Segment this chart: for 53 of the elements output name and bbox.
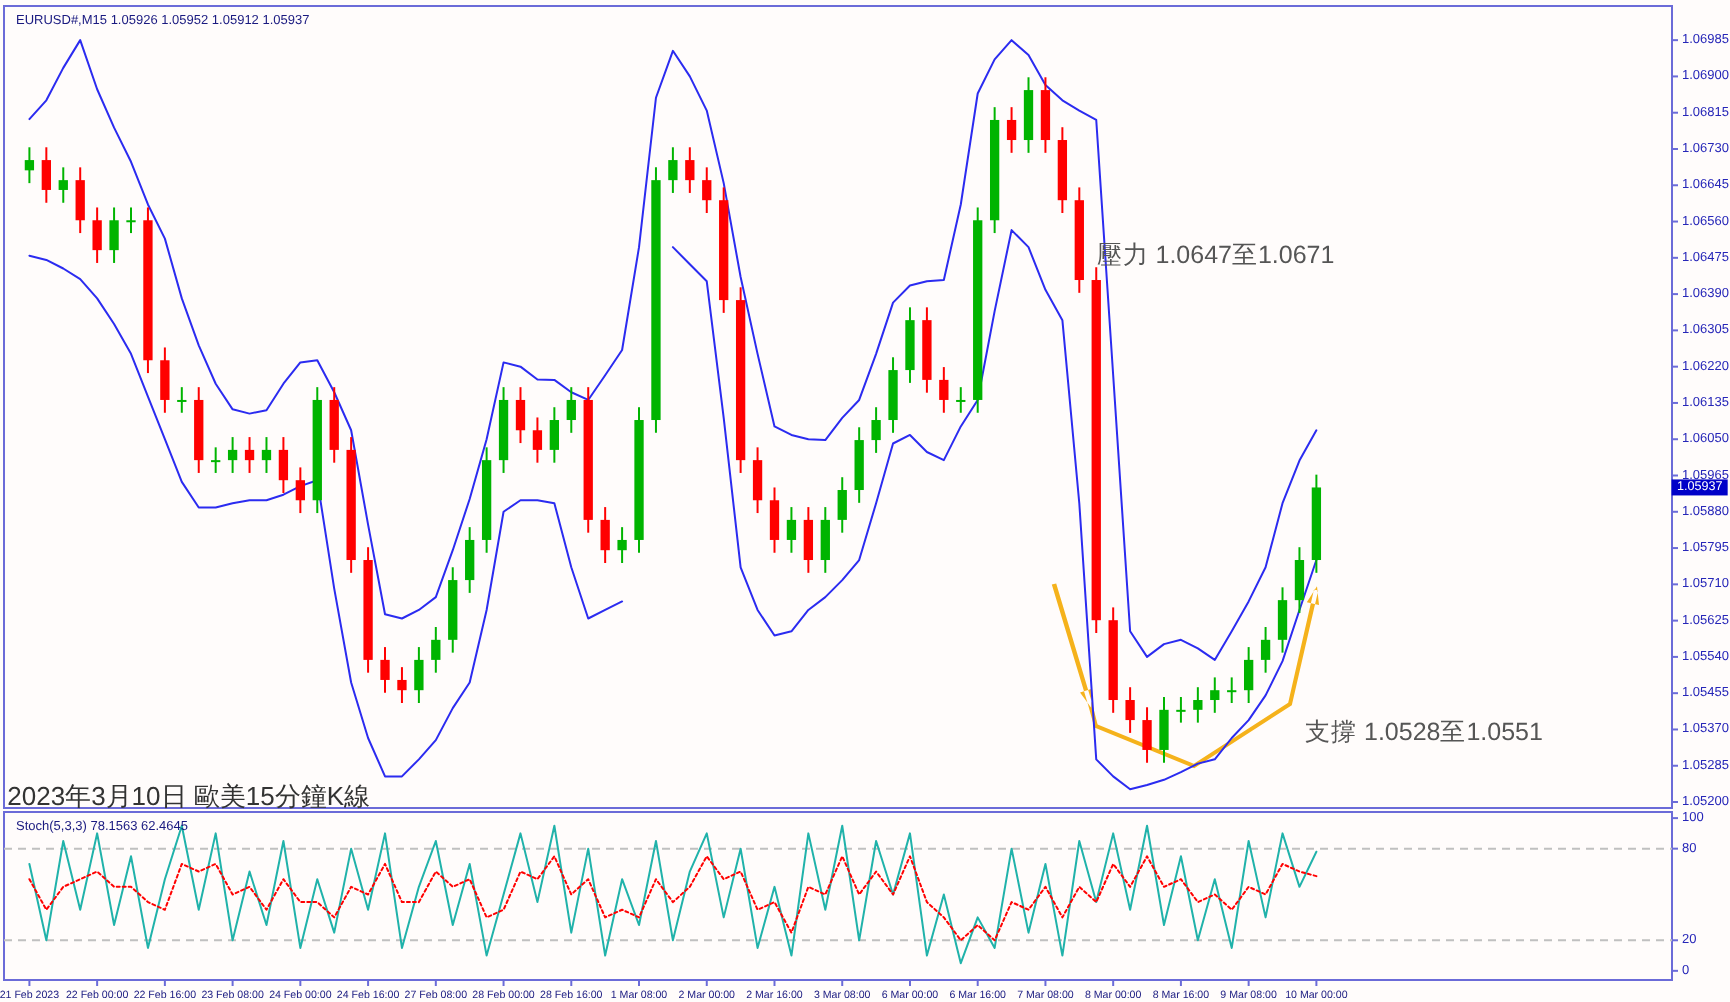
candlestick	[617, 526, 627, 564]
candlestick	[75, 166, 85, 235]
candlestick	[126, 206, 136, 235]
candlestick	[160, 346, 170, 414]
candlestick	[414, 646, 424, 704]
candlestick	[820, 506, 830, 574]
candlestick	[803, 506, 814, 574]
candlestick	[1227, 676, 1237, 704]
candlestick	[278, 436, 289, 494]
candlestick	[702, 166, 712, 215]
candlestick	[600, 506, 610, 564]
candlestick	[92, 206, 102, 264]
candlestick	[1125, 686, 1135, 734]
annotation: 支撐 1.0528至1.0551	[1305, 717, 1544, 746]
candlestick	[769, 486, 780, 554]
candlestick	[109, 206, 119, 264]
candlestick	[956, 386, 966, 414]
candlestick	[227, 436, 238, 474]
candlestick	[837, 476, 847, 534]
candlestick	[786, 506, 797, 554]
candlestick	[1142, 706, 1152, 764]
candlestick	[211, 446, 221, 474]
candlestick	[532, 416, 543, 464]
line-series	[28, 855, 1318, 942]
candlestick	[41, 146, 51, 204]
candlestick	[24, 146, 35, 185]
candlestick	[1260, 626, 1271, 674]
candlestick	[871, 406, 881, 454]
candlestick	[177, 386, 187, 414]
candlestick	[1193, 686, 1203, 724]
annotation: 2023年3月10日 歐美15分鐘K線	[7, 780, 371, 811]
candlestick	[566, 386, 576, 434]
candlestick	[295, 466, 305, 515]
candlestick	[431, 626, 441, 674]
candlestick	[752, 446, 763, 515]
candlestick	[397, 666, 407, 704]
candlestick	[58, 166, 68, 204]
candlestick	[244, 436, 255, 474]
candlestick	[939, 366, 949, 414]
candlestick	[668, 146, 678, 194]
candlestick	[1243, 646, 1254, 704]
candlestick	[1294, 546, 1305, 614]
candlestick	[465, 526, 475, 594]
candlestick	[1210, 676, 1220, 714]
candlestick	[1277, 586, 1288, 654]
candlestick	[1159, 696, 1169, 764]
candlestick	[261, 436, 272, 474]
candlestick	[1176, 696, 1186, 724]
candlestick	[549, 406, 560, 464]
candlestick	[380, 646, 390, 694]
candlestick	[1006, 106, 1017, 154]
candlestick	[515, 386, 526, 445]
candlestick	[685, 146, 695, 194]
